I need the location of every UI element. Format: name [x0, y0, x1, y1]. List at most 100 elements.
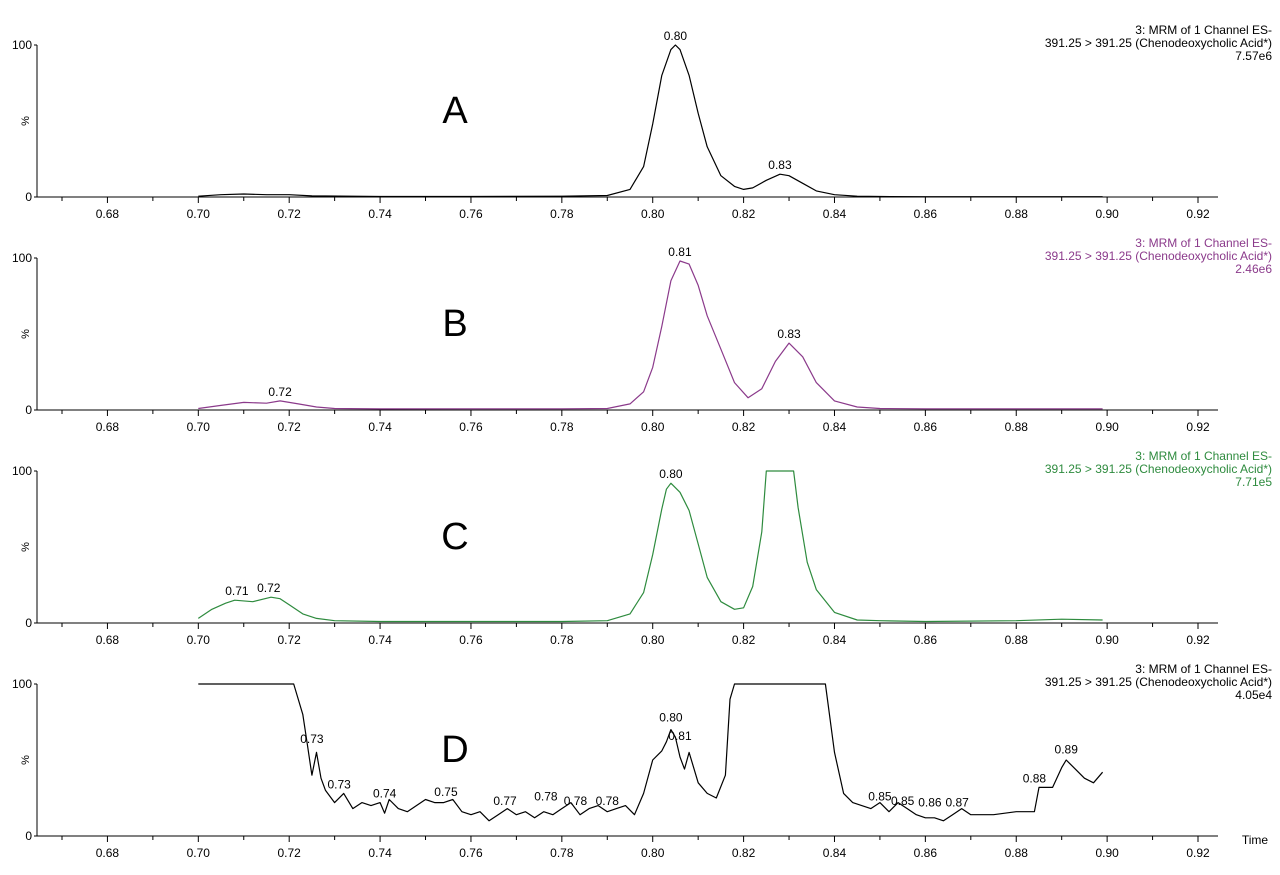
- panel-c-x-tick-label: 0.88: [1005, 633, 1029, 647]
- panel-c-peak-label: 0.71: [225, 584, 249, 598]
- panel-d-peak-label: 0.80: [659, 711, 683, 725]
- panel-c-x-tick-label: 0.72: [278, 633, 302, 647]
- panel-c-intensity: 7.71e5: [1235, 475, 1272, 489]
- panel-d-x-tick-label: 0.68: [96, 846, 120, 860]
- panel-d-x-axis-label: Time: [1242, 833, 1269, 847]
- panel-d-x-tick-label: 0.84: [823, 846, 847, 860]
- panel-d-peak-label: 0.73: [300, 732, 324, 746]
- panel-a-intensity: 7.57e6: [1235, 49, 1272, 63]
- panel-d-peak-label: 0.75: [434, 785, 458, 799]
- panel-b-x-tick-label: 0.70: [187, 420, 211, 434]
- panel-d-x-tick-label: 0.92: [1186, 846, 1210, 860]
- panel-a-y-tick-label: 100: [12, 38, 32, 52]
- panel-a-x-tick-label: 0.80: [641, 207, 665, 221]
- panel-c-trace: [197, 470, 1103, 623]
- panel-d-header-line2: 391.25 > 391.25 (Chenodeoxycholic Acid*): [1045, 675, 1272, 689]
- panel-a-x-tick-label: 0.86: [914, 207, 938, 221]
- panel-c-y-tick-label: 100: [12, 464, 32, 478]
- panel-b-x-tick-label: 0.84: [823, 420, 847, 434]
- panel-a-peak-label: 0.80: [664, 29, 688, 43]
- panel-b-x-tick-label: 0.90: [1095, 420, 1119, 434]
- panel-b-x-tick-label: 0.80: [641, 420, 665, 434]
- panel-d-x-tick-label: 0.90: [1095, 846, 1119, 860]
- panel-c-y-axis-label: %: [20, 542, 32, 552]
- panel-c-peak-label: 0.80: [659, 467, 683, 481]
- panel-a-header-line2: 391.25 > 391.25 (Chenodeoxycholic Acid*): [1045, 36, 1272, 50]
- panel-b-x-tick-label: 0.88: [1005, 420, 1029, 434]
- panel-c-y-tick-label: 0: [25, 616, 32, 630]
- panel-d-peak-label: 0.85: [891, 794, 915, 808]
- panel-c-x-tick-label: 0.82: [732, 633, 756, 647]
- panel-c-peak-label: 0.72: [257, 581, 281, 595]
- panel-d-peak-label: 0.89: [1055, 742, 1079, 756]
- panel-b-intensity: 2.46e6: [1235, 262, 1272, 276]
- panel-d-peak-label: 0.88: [1023, 771, 1047, 785]
- panel-b-peak-label: 0.83: [777, 327, 801, 341]
- panel-b-header-line1: 3: MRM of 1 Channel ES-: [1135, 236, 1272, 250]
- panel-d-intensity: 4.05e4: [1235, 688, 1272, 702]
- panel-d-peak-label: 0.87: [945, 796, 969, 810]
- panel-c-header-line1: 3: MRM of 1 Channel ES-: [1135, 449, 1272, 463]
- panel-a-x-tick-label: 0.76: [459, 207, 483, 221]
- panel-d-peak-label: 0.78: [564, 794, 588, 808]
- panel-a-x-tick-label: 0.88: [1005, 207, 1029, 221]
- panel-b-x-tick-label: 0.72: [278, 420, 302, 434]
- panel-d-x-tick-label: 0.86: [914, 846, 938, 860]
- panel-b-y-tick-label: 0: [25, 403, 32, 417]
- panel-b-letter: B: [442, 303, 467, 345]
- panel-d-peak-label: 0.78: [596, 794, 620, 808]
- panel-d-x-tick-label: 0.82: [732, 846, 756, 860]
- panel-a-trace: [198, 44, 1103, 198]
- panel-d-x-tick-label: 0.78: [550, 846, 574, 860]
- panel-b-x-tick-label: 0.82: [732, 420, 756, 434]
- panel-d-x-tick-label: 0.70: [187, 846, 211, 860]
- panel-b-x-tick-label: 0.76: [459, 420, 483, 434]
- panel-c-x-tick-label: 0.68: [96, 633, 120, 647]
- panel-d-x-tick-label: 0.88: [1005, 846, 1029, 860]
- panel-d-letter: D: [441, 729, 468, 771]
- panel-a-y-tick-label: 0: [25, 190, 32, 204]
- panel-d-peak-label: 0.85: [868, 790, 892, 804]
- panel-a-x-tick-label: 0.78: [550, 207, 574, 221]
- panel-a-x-tick-label: 0.90: [1095, 207, 1119, 221]
- panel-d-y-axis-label: %: [20, 755, 32, 765]
- panel-c-letter: C: [441, 516, 468, 558]
- panel-c-x-tick-label: 0.80: [641, 633, 665, 647]
- panel-a-x-tick-label: 0.92: [1186, 207, 1210, 221]
- panel-b-y-axis-label: %: [20, 329, 32, 339]
- panel-a-letter: A: [442, 90, 468, 132]
- panel-a-x-tick-label: 0.84: [823, 207, 847, 221]
- panel-d-peak-label: 0.73: [328, 777, 352, 791]
- panel-a-y-axis-label: %: [20, 116, 32, 126]
- panel-d-peak-label: 0.77: [493, 794, 517, 808]
- panel-b-trace: [198, 260, 1103, 410]
- panel-b-x-tick-label: 0.78: [550, 420, 574, 434]
- panel-a-x-tick-label: 0.82: [732, 207, 756, 221]
- panel-b-header-line2: 391.25 > 391.25 (Chenodeoxycholic Acid*): [1045, 249, 1272, 263]
- panel-d-peak-label: 0.86: [918, 796, 942, 810]
- panel-c-x-tick-label: 0.90: [1095, 633, 1119, 647]
- panel-a-x-tick-label: 0.68: [96, 207, 120, 221]
- panel-c-x-tick-label: 0.74: [368, 633, 392, 647]
- panel-c-x-tick-label: 0.86: [914, 633, 938, 647]
- panel-a-header-line1: 3: MRM of 1 Channel ES-: [1135, 23, 1272, 37]
- panel-c-x-tick-label: 0.78: [550, 633, 574, 647]
- panel-b-x-tick-label: 0.68: [96, 420, 120, 434]
- panel-b-x-tick-label: 0.86: [914, 420, 938, 434]
- panel-b-y-tick-label: 100: [12, 251, 32, 265]
- panel-b-peak-label: 0.81: [668, 245, 692, 259]
- panel-d-header-line1: 3: MRM of 1 Channel ES-: [1135, 662, 1272, 676]
- panel-c-x-tick-label: 0.70: [187, 633, 211, 647]
- panel-b-x-tick-label: 0.92: [1186, 420, 1210, 434]
- panel-a-x-tick-label: 0.74: [368, 207, 392, 221]
- panel-b-peak-label: 0.72: [268, 385, 292, 399]
- panel-a-peak-label: 0.83: [768, 158, 792, 172]
- panel-d-x-tick-label: 0.72: [278, 846, 302, 860]
- panel-a-x-tick-label: 0.72: [278, 207, 302, 221]
- panel-d-peak-label: 0.74: [373, 787, 397, 801]
- panel-d-x-tick-label: 0.80: [641, 846, 665, 860]
- panel-b-x-tick-label: 0.74: [368, 420, 392, 434]
- panel-d-y-tick-label: 100: [12, 677, 32, 691]
